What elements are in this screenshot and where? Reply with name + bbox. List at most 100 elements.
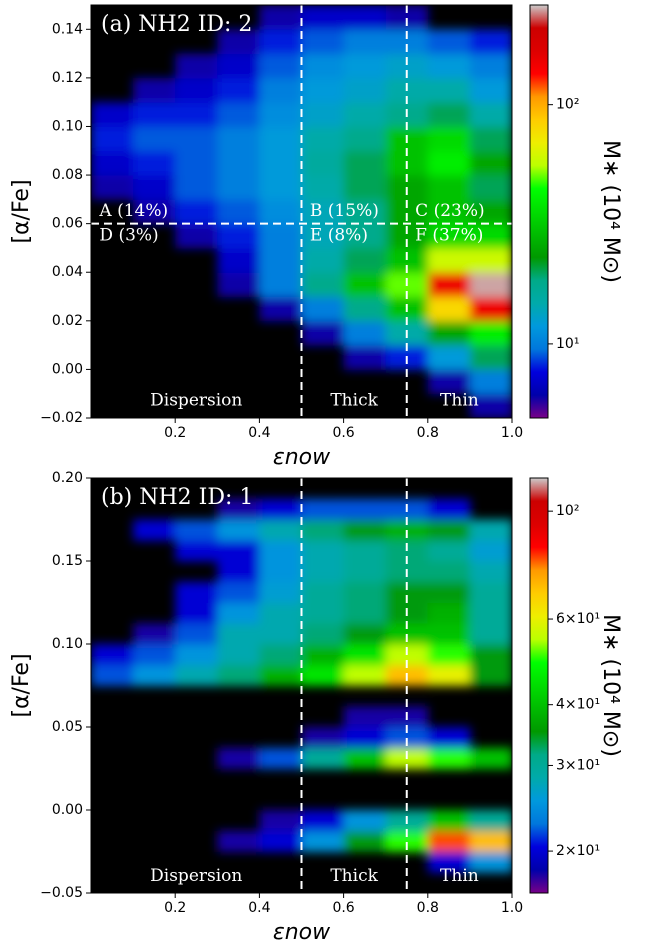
heatmap-cell [301,102,345,127]
heatmap-cell [217,540,260,562]
heatmap-cell [175,623,218,645]
heatmap-cell [91,102,134,127]
heatmap-cell [343,320,387,346]
colorbar-tick-label: 6×10¹ [556,611,600,627]
heatmap-cell [427,29,471,55]
heatmap-cell [427,830,471,852]
heatmap-cell [301,727,345,749]
heatmap-cell [259,150,302,176]
x-tick-label: 0.2 [164,425,186,441]
heatmap-cell [91,175,134,200]
heatmap-cell [301,664,345,686]
plot-frame [90,477,513,894]
heatmap-cells [91,5,512,418]
heatmap-cell [133,519,176,541]
heatmap-cell [133,664,176,686]
x-tick-label: 0.2 [164,900,186,916]
heatmap-cell [343,830,387,852]
heatmap-cell [259,540,302,562]
heatmap-cell [301,644,345,666]
heatmap-cell [469,223,512,249]
heatmap-cell [343,623,387,645]
heatmap-cell [427,369,471,395]
heatmap-cell [217,519,260,541]
heatmap-cell [343,53,387,79]
heatmap-cell [175,150,218,176]
heatmap-cell [175,602,218,624]
heatmap-cell [469,519,512,541]
colorbar [529,4,549,419]
heatmap-cell [301,320,345,346]
heatmap-cell [175,519,218,541]
heatmap-cell [427,664,471,686]
heatmap-cell [469,150,512,176]
heatmap-cell [175,644,218,666]
heatmap-cell [217,102,260,127]
heatmap-cell [469,369,512,395]
heatmap-cell [175,581,218,603]
heatmap-cell [343,126,387,152]
y-tick-label: 0.15 [52,553,83,569]
heatmap-cell [343,498,387,520]
heatmap-cell [427,498,471,520]
heatmap-cell [427,53,471,79]
colorbar-tick-label: 10² [556,97,579,113]
heatmap-cell [469,810,512,832]
heatmap-cell [469,126,512,152]
heatmap-cell [343,706,387,728]
heatmap-cell [469,199,512,225]
y-tick-label: −0.05 [40,885,83,901]
heatmap-cell [175,175,218,200]
heatmap-cell [343,247,387,273]
x-axis-label: εnow [273,920,331,945]
panel: A (14%) B (15%) C (23%) D (3%) E (8%) F (37%)… [9,4,623,470]
x-tick-label: 0.6 [332,425,354,441]
y-tick-label: 0.10 [52,636,83,652]
annotation: D (3%) [99,225,158,245]
heatmap-cell [259,664,302,686]
x-tick-label: 0.6 [332,900,354,916]
heatmap-cell [259,519,302,541]
heatmap-cell [427,644,471,666]
heatmap-cell [427,150,471,176]
heatmap-cell [343,77,387,103]
heatmap-cell [343,150,387,176]
heatmap-cell [427,272,471,298]
annotation: Thick [330,866,378,886]
heatmap-cell [301,199,345,225]
heatmap-cell [469,320,512,346]
heatmap-cell [301,830,345,852]
heatmap-cell [301,53,345,79]
annotation: Thin [440,866,479,886]
heatmap-cell [301,810,345,832]
heatmap-cell [469,623,512,645]
heatmap-cell [217,498,260,520]
heatmap-cell [343,602,387,624]
heatmap-cell [133,126,176,152]
heatmap-cell [343,345,387,370]
heatmap-cell [301,602,345,624]
heatmap-cell [175,126,218,152]
heatmap-cell [133,644,176,666]
colorbar-tick-label: 4×10¹ [556,697,600,713]
panel-title: (a) NH2 ID: 2 [101,12,252,37]
heatmap-cell [259,175,302,200]
heatmap-cell [469,664,512,686]
heatmap-cell [301,561,345,583]
heatmap-cell [133,199,176,225]
heatmap-cell [427,747,471,769]
y-tick-label: 0.12 [52,70,83,86]
heatmap-cell [427,727,471,749]
heatmap-cell [343,747,387,769]
heatmap-cell [301,623,345,645]
heatmap-cell [133,150,176,176]
colorbar-tick-label: 2×10¹ [556,843,600,859]
heatmap-cell [259,561,302,583]
y-tick-label: 0.20 [52,470,83,486]
heatmap [91,5,512,418]
heatmap-cell [385,581,429,603]
heatmap-cell [259,247,302,273]
heatmap-cell [469,561,512,583]
colorbar [529,477,549,894]
annotation: Dispersion [150,390,242,410]
